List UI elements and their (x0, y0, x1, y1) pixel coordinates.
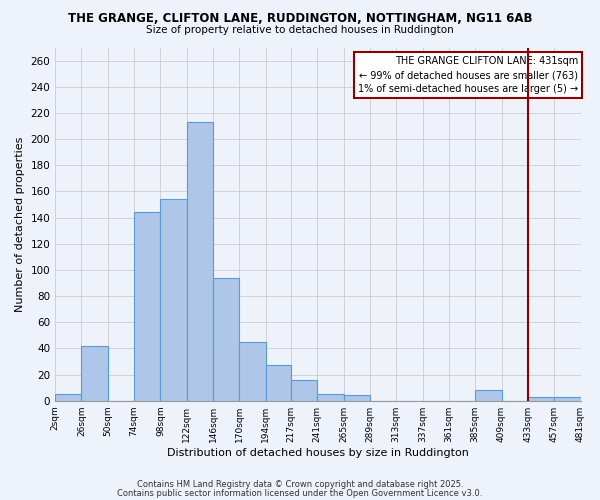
Text: Contains public sector information licensed under the Open Government Licence v3: Contains public sector information licen… (118, 489, 482, 498)
Text: THE GRANGE CLIFTON LANE: 431sqm
← 99% of detached houses are smaller (763)
1% of: THE GRANGE CLIFTON LANE: 431sqm ← 99% of… (358, 56, 578, 94)
Bar (344, 396, 370, 400)
Text: Size of property relative to detached houses in Ruddington: Size of property relative to detached ho… (146, 25, 454, 35)
Bar (266, 366, 291, 400)
X-axis label: Distribution of detached houses by size in Ruddington: Distribution of detached houses by size … (167, 448, 469, 458)
Bar (239, 342, 266, 400)
Text: THE GRANGE, CLIFTON LANE, RUDDINGTON, NOTTINGHAM, NG11 6AB: THE GRANGE, CLIFTON LANE, RUDDINGTON, NO… (68, 12, 532, 26)
Bar (187, 122, 213, 400)
Bar (554, 397, 581, 400)
Bar (291, 380, 317, 400)
Text: Contains HM Land Registry data © Crown copyright and database right 2025.: Contains HM Land Registry data © Crown c… (137, 480, 463, 489)
Bar (213, 278, 239, 400)
Y-axis label: Number of detached properties: Number of detached properties (15, 136, 25, 312)
Bar (475, 390, 502, 400)
Bar (82, 346, 108, 401)
Bar (528, 397, 554, 400)
Bar (55, 394, 82, 400)
Bar (134, 212, 160, 400)
Bar (317, 394, 344, 400)
Bar (160, 199, 187, 400)
